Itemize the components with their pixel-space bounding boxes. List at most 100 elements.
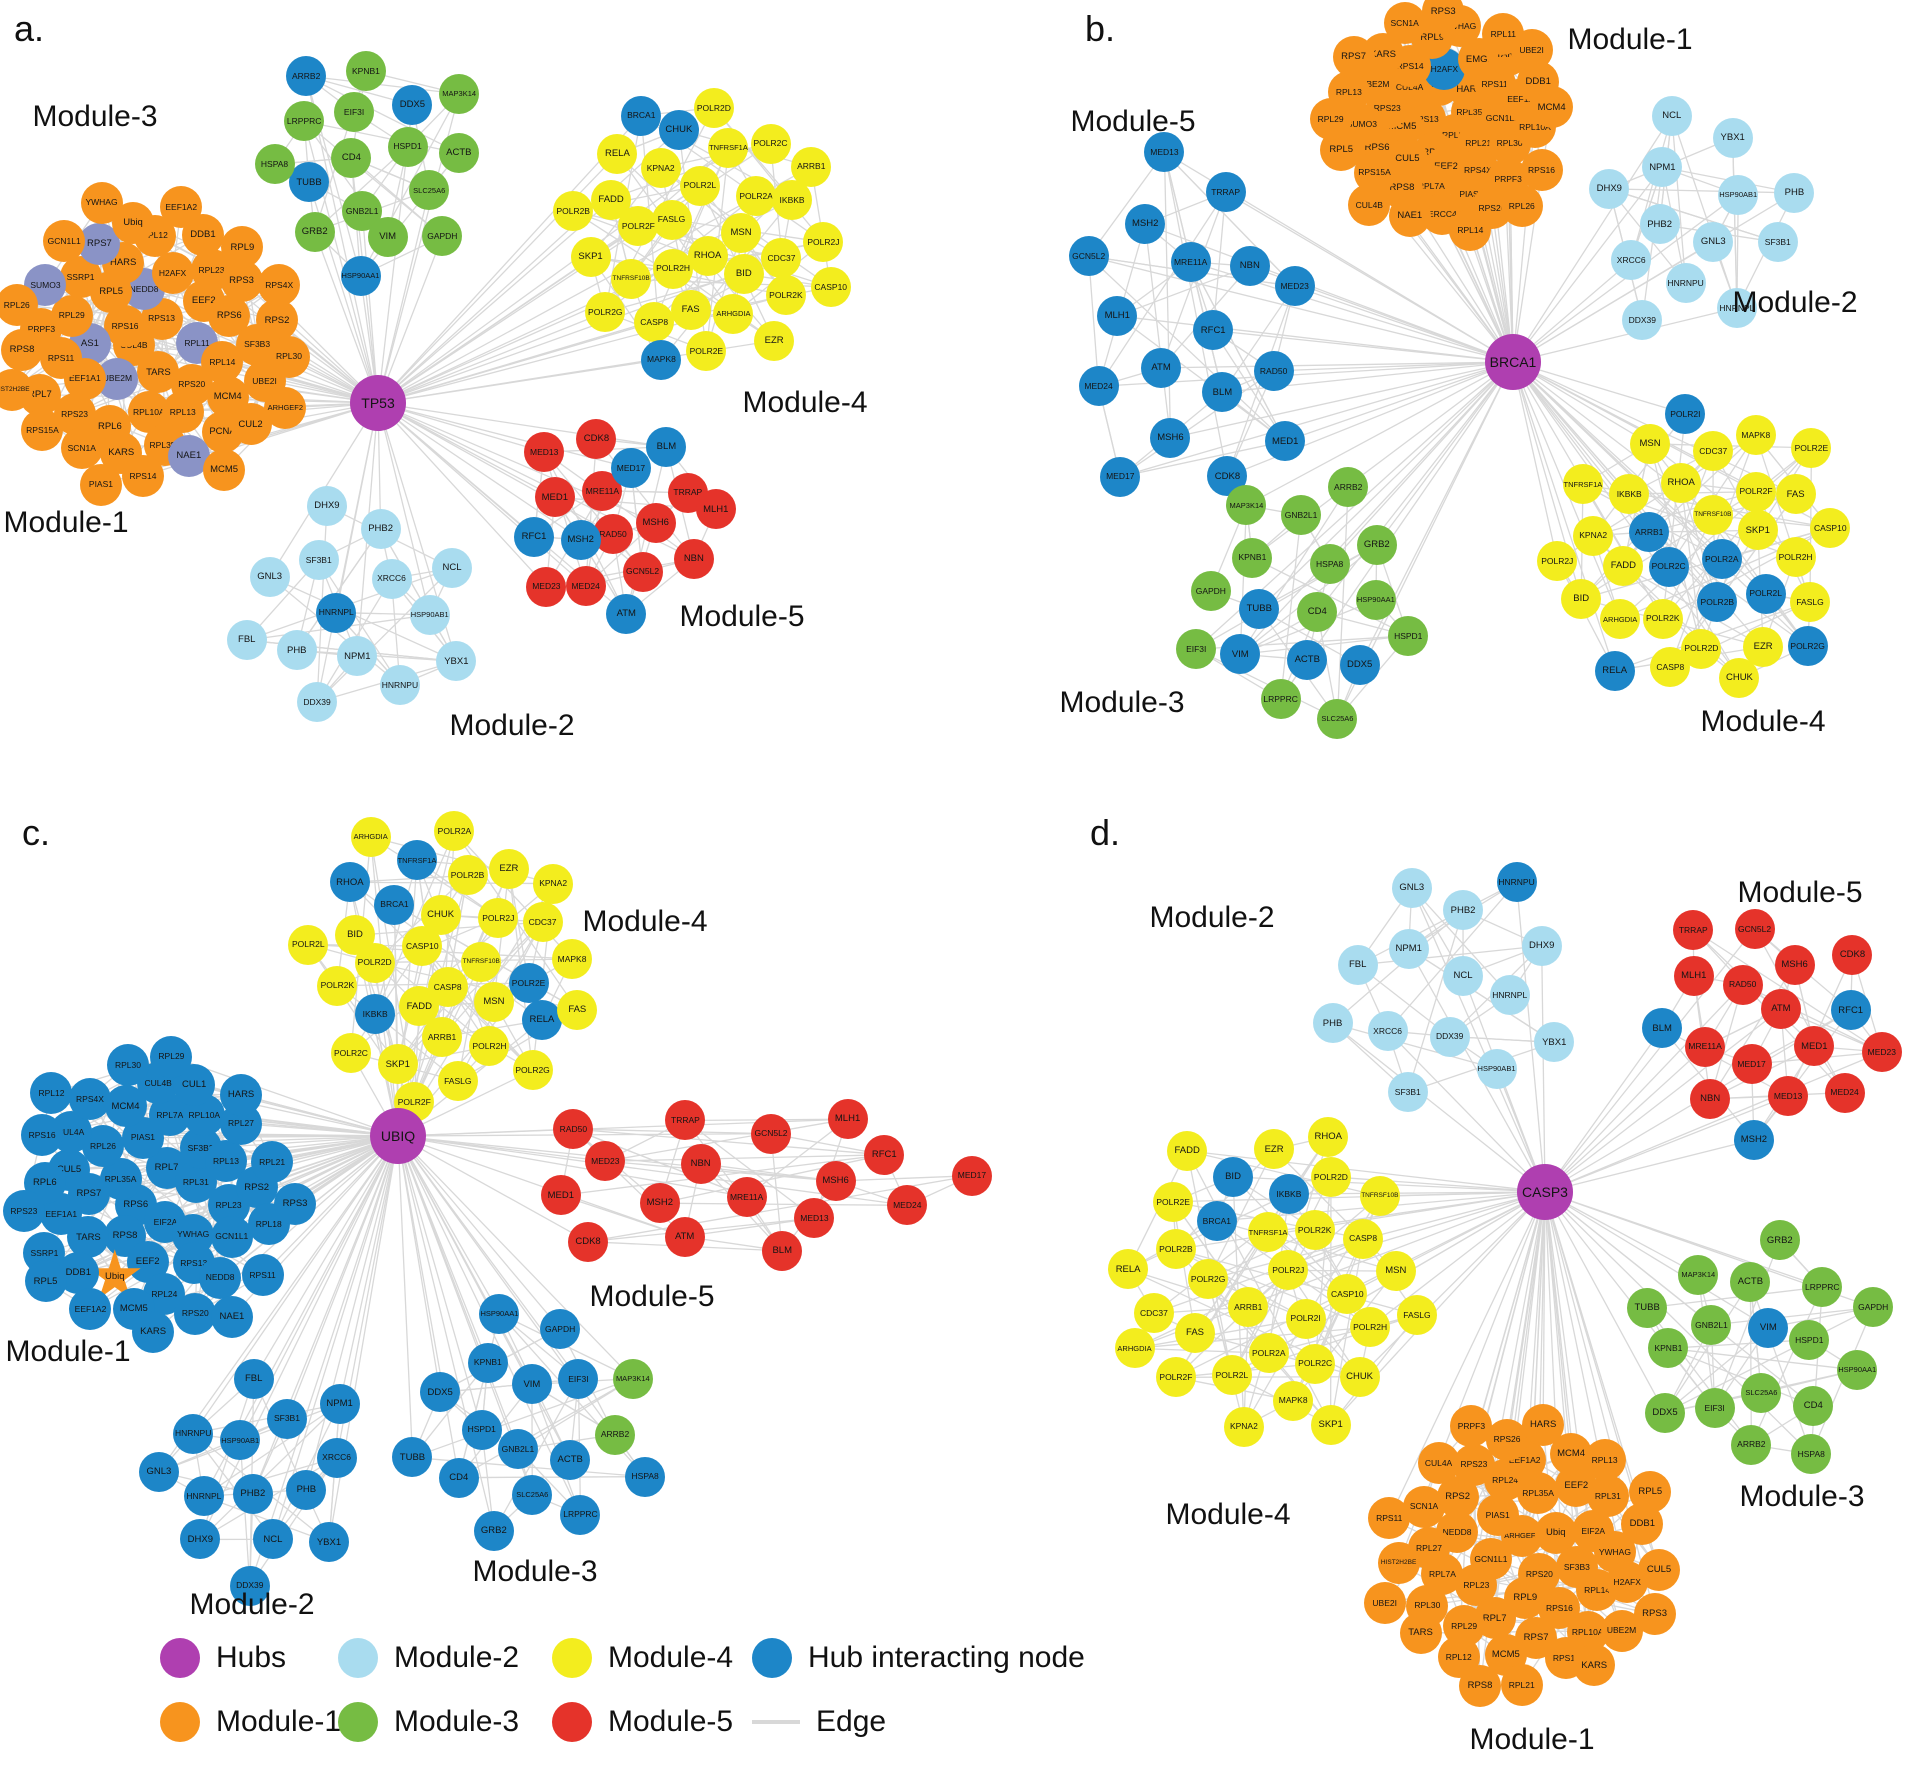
network-node[interactable]: MAPK8 — [1273, 1380, 1314, 1421]
network-node[interactable]: HSP90AB1 — [1718, 174, 1759, 215]
network-node[interactable]: MSH6 — [1774, 944, 1815, 985]
network-node[interactable]: CDC37 — [522, 902, 563, 943]
network-node[interactable]: MLH1 — [1097, 295, 1138, 336]
network-node[interactable]: VIM — [511, 1364, 552, 1405]
network-node[interactable]: MED13 — [1144, 132, 1185, 173]
network-node[interactable]: POLR2L — [288, 924, 329, 965]
network-node[interactable]: RPS16 — [21, 1114, 64, 1157]
network-node[interactable]: MED1 — [1265, 421, 1306, 462]
network-node[interactable]: HSPD1 — [461, 1409, 502, 1450]
network-node[interactable]: POLR2A — [1701, 539, 1742, 580]
network-node[interactable]: GNB2L1 — [1281, 495, 1322, 536]
network-node[interactable]: ARRB2 — [1731, 1424, 1772, 1465]
network-node[interactable]: UBE2I — [1510, 29, 1553, 71]
network-node[interactable]: RPS14 — [121, 454, 164, 497]
network-node[interactable]: NAE1 — [210, 1295, 253, 1338]
network-node[interactable]: MED24 — [1078, 366, 1119, 407]
network-node[interactable]: BLM — [1642, 1008, 1683, 1049]
network-node[interactable]: RPL6 — [23, 1162, 66, 1205]
network-node[interactable]: RPL29 — [1309, 97, 1352, 140]
network-node[interactable]: ARRB2 — [1328, 467, 1369, 508]
network-node[interactable]: GRB2 — [473, 1511, 514, 1552]
network-node[interactable]: HNRNPL — [316, 592, 357, 633]
network-node[interactable]: TNFRSF1A — [396, 840, 437, 881]
network-node[interactable]: DHX9 — [1521, 925, 1562, 966]
network-node[interactable]: RHOA — [687, 235, 728, 276]
network-node[interactable]: HSP90AA1 — [479, 1293, 520, 1334]
network-node[interactable]: FADD — [1167, 1130, 1208, 1171]
network-node[interactable]: TNFRSF1A — [1248, 1212, 1289, 1253]
network-node[interactable]: NBN — [673, 538, 714, 579]
network-node[interactable]: RPS20 — [174, 1292, 217, 1335]
network-node[interactable]: TUBB — [289, 162, 330, 203]
network-node[interactable]: POLR2E — [686, 330, 727, 371]
network-node[interactable]: RPS4X — [68, 1078, 111, 1121]
network-node[interactable]: EIF3I — [1176, 629, 1217, 670]
network-node[interactable]: MLH1 — [1673, 956, 1714, 997]
network-node[interactable]: CHUK — [658, 109, 699, 150]
network-node[interactable]: HSP90AB1 — [1476, 1048, 1517, 1089]
network-node[interactable]: NPM1 — [337, 636, 378, 677]
network-node[interactable]: MAPK8 — [1735, 415, 1776, 456]
network-node[interactable]: HSP90AA1 — [340, 255, 381, 296]
network-node[interactable]: DDX39 — [1622, 299, 1663, 340]
network-node[interactable]: MAP3K14 — [1678, 1254, 1719, 1295]
network-node[interactable]: MSN — [721, 213, 762, 254]
network-node[interactable]: POLR2G — [1787, 625, 1828, 666]
network-node[interactable]: MED24 — [1824, 1072, 1865, 1113]
network-node[interactable]: NPM1 — [319, 1383, 360, 1424]
network-node[interactable]: ARRB2 — [595, 1414, 636, 1455]
network-node[interactable]: MSH6 — [815, 1161, 856, 1202]
network-node[interactable]: SCN1A — [1383, 1, 1426, 44]
network-node[interactable]: POLR2B — [553, 191, 594, 232]
network-node[interactable]: POLR2C — [1648, 546, 1689, 587]
network-node[interactable]: NEDD8 — [199, 1256, 242, 1299]
network-node[interactable]: RPS3 — [1633, 1593, 1676, 1636]
network-node[interactable]: RPL30 — [106, 1044, 149, 1087]
network-node[interactable]: HSPA8 — [1309, 544, 1350, 585]
network-node[interactable]: CASP8 — [634, 302, 675, 343]
network-node[interactable]: MRE11A — [1170, 241, 1211, 282]
network-node[interactable]: GCN5L2 — [622, 551, 663, 592]
network-node[interactable]: CD4 — [438, 1457, 479, 1498]
network-node[interactable]: ARHGEF2 — [264, 386, 307, 429]
network-node[interactable]: BLM — [646, 426, 687, 467]
network-node[interactable]: MED24 — [887, 1185, 928, 1226]
network-node[interactable]: HSPA8 — [254, 144, 295, 185]
network-node[interactable]: MRE11A — [726, 1176, 767, 1217]
hub-node[interactable]: TP53 — [350, 375, 406, 431]
network-node[interactable]: NAE1 — [167, 434, 210, 477]
network-node[interactable]: YBX1 — [1712, 117, 1753, 158]
network-node[interactable]: CDC37 — [761, 238, 802, 279]
network-node[interactable]: NBN — [680, 1143, 721, 1184]
network-node[interactable]: CUL4A — [1417, 1442, 1460, 1485]
network-node[interactable]: TUBB — [1627, 1287, 1668, 1328]
network-node[interactable]: CASP10 — [810, 266, 851, 307]
network-node[interactable]: ATM — [606, 594, 647, 635]
network-node[interactable]: GCN5L2 — [751, 1113, 791, 1154]
network-node[interactable]: PHB2 — [360, 509, 401, 550]
network-node[interactable]: RPL21 — [251, 1141, 294, 1184]
network-node[interactable]: POLR2G — [585, 292, 626, 333]
network-node[interactable]: PHB2 — [1639, 204, 1680, 245]
network-node[interactable]: GNL3 — [1693, 222, 1734, 263]
network-node[interactable]: RPL5 — [24, 1260, 67, 1303]
network-node[interactable]: ACTB — [1730, 1262, 1771, 1303]
network-node[interactable]: RPL5 — [1629, 1470, 1672, 1513]
network-node[interactable]: HNRNPU — [173, 1413, 214, 1454]
network-node[interactable]: MSH6 — [635, 502, 676, 543]
network-node[interactable]: KPNB1 — [345, 51, 386, 92]
network-node[interactable]: GNL3 — [249, 556, 290, 597]
network-node[interactable]: LRPPRC — [560, 1494, 601, 1535]
network-node[interactable]: RHOA — [329, 862, 370, 903]
network-node[interactable]: FAS — [1775, 474, 1816, 515]
network-node[interactable]: HIST2H2BE — [0, 368, 33, 411]
network-node[interactable]: HNRNPL — [183, 1476, 224, 1517]
network-node[interactable]: EZR — [754, 320, 795, 361]
network-node[interactable]: MCM4 — [1530, 86, 1573, 129]
network-node[interactable]: GAPDH — [1190, 571, 1231, 612]
network-node[interactable]: DDX39 — [297, 682, 338, 723]
network-node[interactable]: RELA — [1594, 650, 1635, 691]
network-node[interactable]: LRPPRC — [284, 101, 325, 142]
network-node[interactable]: HNRNPL — [1716, 287, 1757, 328]
